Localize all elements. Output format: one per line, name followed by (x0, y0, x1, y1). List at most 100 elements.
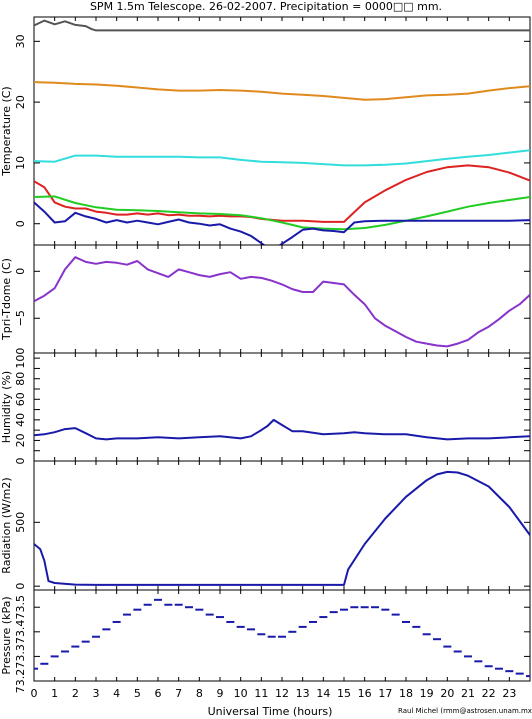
x-tick-label: 15 (337, 687, 351, 700)
data-point (412, 625, 421, 628)
chart-title: SPM 1.5m Telescope. 26-02-2007. Precipit… (90, 0, 442, 13)
credit-text: Raul Michel (rmm@astrosen.unam.mx) (398, 707, 532, 715)
data-point (205, 613, 214, 616)
data-point (257, 633, 266, 636)
data-point (34, 667, 38, 670)
data-point (81, 640, 90, 643)
data-point (236, 625, 245, 628)
data-point (474, 660, 483, 663)
x-tick-label: 18 (399, 687, 413, 700)
series-line-0 (34, 470, 530, 586)
y-tick-label: 0 (14, 583, 27, 590)
data-point (381, 608, 390, 611)
data-point (319, 616, 328, 619)
x-tick-label: 1 (51, 687, 58, 700)
x-tick-label: 3 (93, 687, 100, 700)
data-point (402, 620, 410, 623)
x-tick-label: 0 (31, 687, 38, 700)
x-axis-label: Universal Time (hours) (208, 705, 333, 718)
y-tick-label: 30 (14, 34, 27, 48)
data-point (505, 670, 514, 673)
data-point (123, 613, 131, 616)
y-tick-label: 73.3 (14, 644, 27, 669)
data-point (133, 608, 142, 611)
data-point (50, 655, 59, 658)
series-line-0 (34, 418, 530, 441)
x-tick-label: 13 (296, 687, 310, 700)
x-tick-label: 16 (358, 687, 372, 700)
data-point (164, 603, 173, 606)
x-tick-label: 20 (440, 687, 454, 700)
x-tick-label: 17 (378, 687, 392, 700)
y-tick-label: 40 (14, 413, 27, 427)
data-point (526, 675, 530, 678)
series-line-3 (34, 164, 530, 223)
data-point (174, 603, 183, 606)
y-tick-label: 80 (14, 372, 27, 386)
x-axis-tick-labels: 0 1 2 3 4 5 6 7 8 9 10 11 12 13 14 15 16 17 18 19 20 21 22 23 (31, 687, 517, 700)
data-point (309, 620, 317, 623)
x-tick-label: 11 (254, 687, 268, 700)
x-tick-label: 4 (113, 687, 120, 700)
data-point (340, 608, 348, 611)
data-point (495, 667, 503, 670)
series-line-5 (34, 201, 530, 245)
x-tick-label: 8 (196, 687, 203, 700)
x-tick-label: 19 (420, 687, 434, 700)
series-0 (34, 598, 530, 678)
x-tick-label: 9 (217, 687, 224, 700)
y-tick-label: 10 (14, 156, 27, 170)
data-point (226, 620, 235, 623)
x-tick-label: 14 (316, 687, 330, 700)
y-axis-label: Humidity (%) (0, 371, 13, 443)
data-point (40, 662, 49, 665)
x-tick-label: 5 (134, 687, 141, 700)
x-tick-label: 10 (234, 687, 248, 700)
data-point (216, 616, 224, 619)
y-tick-label: 100 (14, 348, 27, 369)
data-point (71, 645, 80, 648)
panel-frame (33, 460, 531, 591)
data-point (61, 650, 69, 653)
x-tick-label: 22 (482, 687, 496, 700)
data-point (443, 645, 452, 648)
data-point (92, 635, 100, 638)
data-point (185, 606, 193, 609)
data-point (464, 655, 472, 658)
data-point (267, 635, 276, 638)
y-tick-label: 20 (14, 433, 27, 447)
x-tick-label: 12 (275, 687, 289, 700)
panel-frame (33, 16, 531, 246)
y-axis-label: Temperature (C) (0, 86, 13, 176)
data-point (515, 672, 524, 675)
data-point (360, 606, 369, 609)
y-tick-label: 60 (14, 392, 27, 406)
data-point (154, 598, 162, 601)
data-point (247, 628, 255, 631)
data-point (391, 613, 400, 616)
data-point (195, 608, 204, 611)
x-tick-label: 2 (72, 687, 79, 700)
y-axis-label: Tpri-Tdome (C) (0, 258, 13, 341)
x-tick-label: 7 (175, 687, 182, 700)
y-tick-label: 0 (14, 268, 27, 275)
data-point (422, 633, 431, 636)
x-tick-label: 21 (461, 687, 475, 700)
data-point (298, 625, 307, 628)
data-point (278, 635, 286, 638)
x-tick-label: 6 (155, 687, 162, 700)
panel-frame (33, 352, 531, 462)
y-tick-label: 0 (14, 458, 27, 465)
series-line-0 (34, 19, 530, 32)
y-tick-label: 73.4 (14, 620, 27, 645)
series-line-1 (34, 81, 530, 101)
series-line-0 (34, 256, 530, 348)
y-tick-label: 0 (14, 220, 27, 227)
series-line-2 (34, 149, 530, 167)
data-point (102, 628, 111, 631)
data-point (350, 606, 359, 609)
